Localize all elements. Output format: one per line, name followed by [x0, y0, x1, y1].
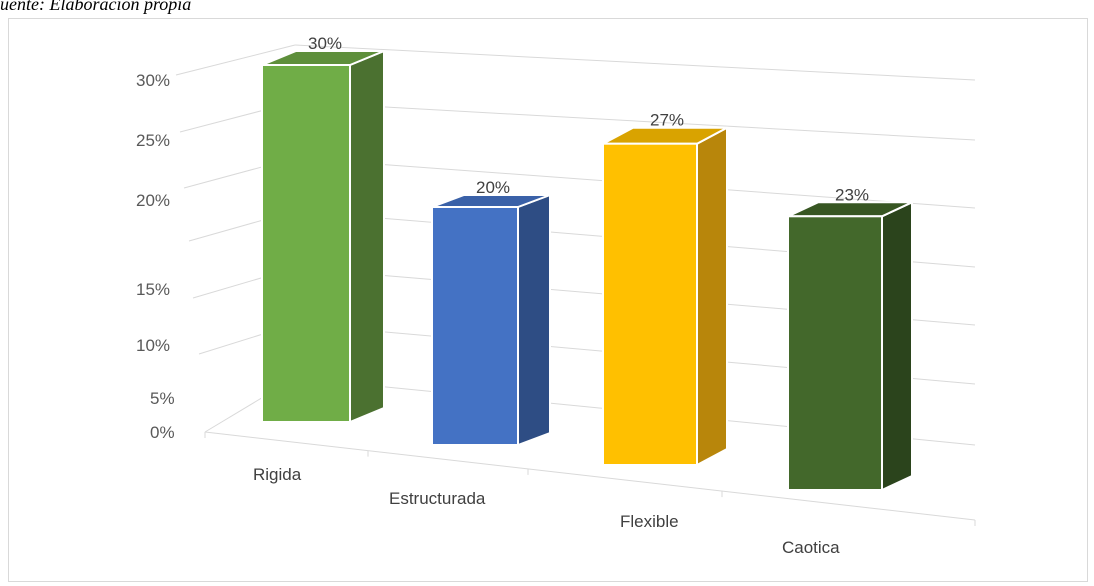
- bar-caotica: [787, 201, 913, 492]
- data-label: 23%: [835, 185, 869, 204]
- y-tick-label: 5%: [150, 389, 175, 408]
- bar-front-face: [431, 206, 519, 446]
- x-axis: [204, 431, 976, 526]
- bar-side-face: [881, 201, 913, 491]
- x-axis-line: [204, 431, 976, 521]
- data-label: 30%: [308, 34, 342, 53]
- x-axis-ticks: Rigida Estructurada Flexible Caotica: [253, 465, 840, 557]
- bars: [261, 50, 913, 492]
- y-tick-label: 20%: [136, 191, 170, 210]
- bar-side-face: [349, 50, 385, 423]
- bar-flexible: [602, 126, 728, 466]
- y-tick-label: 25%: [136, 131, 170, 150]
- x-tick-label: Rigida: [253, 465, 302, 484]
- bar-side-face: [696, 126, 728, 466]
- y-tick-label: 15%: [136, 280, 170, 299]
- y-axis-ticks: 0% 5% 10% 15% 20% 25% 30%: [136, 71, 175, 442]
- bar-side-face: [517, 194, 551, 446]
- bar-rigida: [261, 50, 385, 423]
- x-tick-label: Caotica: [782, 538, 840, 557]
- data-label: 20%: [476, 178, 510, 197]
- back-gridline: [294, 44, 976, 81]
- side-gridline: [175, 44, 296, 76]
- bar-front-face: [261, 64, 351, 423]
- figure-source-caption: uente: Elaboración propia: [0, 0, 192, 14]
- x-tick-label: Estructurada: [389, 489, 486, 508]
- back-gridline: [294, 101, 976, 141]
- bar-front-face: [787, 215, 883, 492]
- data-label: 27%: [650, 111, 684, 130]
- chart-frame: [8, 18, 1088, 582]
- bar-front-face: [602, 142, 698, 466]
- data-labels: 30% 20% 27% 23%: [308, 34, 869, 204]
- y-tick-label: 30%: [136, 71, 170, 90]
- y-tick-label: 10%: [136, 336, 170, 355]
- bar-estructurada: [431, 194, 551, 446]
- x-tick-label: Flexible: [620, 512, 679, 531]
- y-tick-label: 0%: [150, 423, 175, 442]
